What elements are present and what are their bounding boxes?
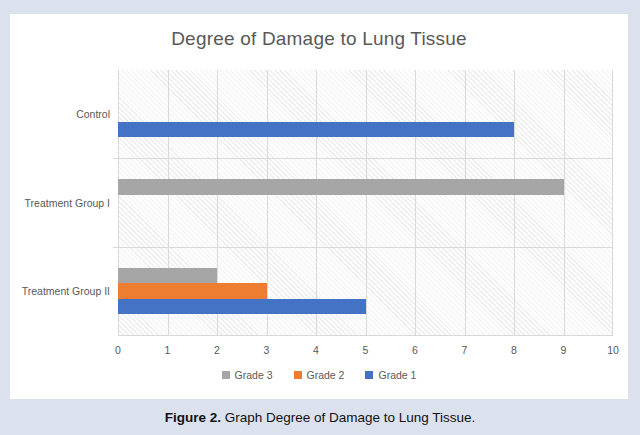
- category-separator: [118, 158, 613, 159]
- legend-item: Grade 2: [294, 369, 345, 381]
- gridline: [564, 70, 565, 335]
- category-axis-tick: [113, 247, 118, 248]
- chart-card: Degree of Damage to Lung Tissue Control T…: [10, 14, 628, 399]
- bar-grade-3-treatment-group-i: [118, 179, 564, 195]
- legend-item: Grade 1: [365, 369, 416, 381]
- legend-label: Grade 1: [378, 369, 416, 381]
- gridline: [415, 70, 416, 335]
- legend: Grade 3 Grade 2 Grade 1: [10, 369, 628, 381]
- category-label: Control: [10, 108, 110, 120]
- legend-label: Grade 3: [235, 369, 273, 381]
- value-tick-label: 5: [363, 344, 369, 356]
- gridline: [316, 70, 317, 335]
- category-axis-tick: [113, 158, 118, 159]
- legend-swatch: [365, 371, 373, 379]
- bar-grade-1-control: [118, 122, 514, 138]
- bar-grade-3-treatment-group-ii: [118, 268, 217, 284]
- gridline: [465, 70, 466, 335]
- legend-swatch: [294, 371, 302, 379]
- figure-caption-text: Graph Degree of Damage to Lung Tissue.: [221, 410, 475, 425]
- value-tick-label: 8: [511, 344, 517, 356]
- gridline: [366, 70, 367, 335]
- figure-caption-label: Figure 2.: [165, 410, 221, 425]
- category-label: Treatment Group I: [10, 197, 110, 209]
- legend-item: Grade 3: [222, 369, 273, 381]
- value-tick-label: 2: [214, 344, 220, 356]
- category-label: Treatment Group II: [10, 285, 110, 297]
- category-axis-labels: Control Treatment Group I Treatment Group …: [10, 70, 110, 335]
- value-tick-label: 3: [264, 344, 270, 356]
- gridline: [514, 70, 515, 335]
- value-tick-label: 0: [115, 344, 121, 356]
- legend-swatch: [222, 371, 230, 379]
- bar-grade-2-treatment-group-ii: [118, 283, 267, 299]
- gridline: [612, 70, 613, 335]
- chart-title: Degree of Damage to Lung Tissue: [10, 28, 628, 50]
- value-tick-label: 1: [165, 344, 171, 356]
- legend-label: Grade 2: [307, 369, 345, 381]
- bar-grade-1-treatment-group-ii: [118, 299, 366, 315]
- plot-area: [118, 70, 613, 336]
- value-tick-label: 10: [607, 344, 619, 356]
- value-tick-label: 6: [412, 344, 418, 356]
- category-separator: [118, 247, 613, 248]
- figure-caption: Figure 2. Graph Degree of Damage to Lung…: [0, 399, 640, 435]
- value-axis-labels: 012345678910: [118, 344, 613, 358]
- gridline: [267, 70, 268, 335]
- value-tick-label: 7: [462, 344, 468, 356]
- value-tick-label: 9: [561, 344, 567, 356]
- figure-page: { "page": { "background": "#dce1ee", "ca…: [0, 0, 640, 435]
- value-tick-label: 4: [313, 344, 319, 356]
